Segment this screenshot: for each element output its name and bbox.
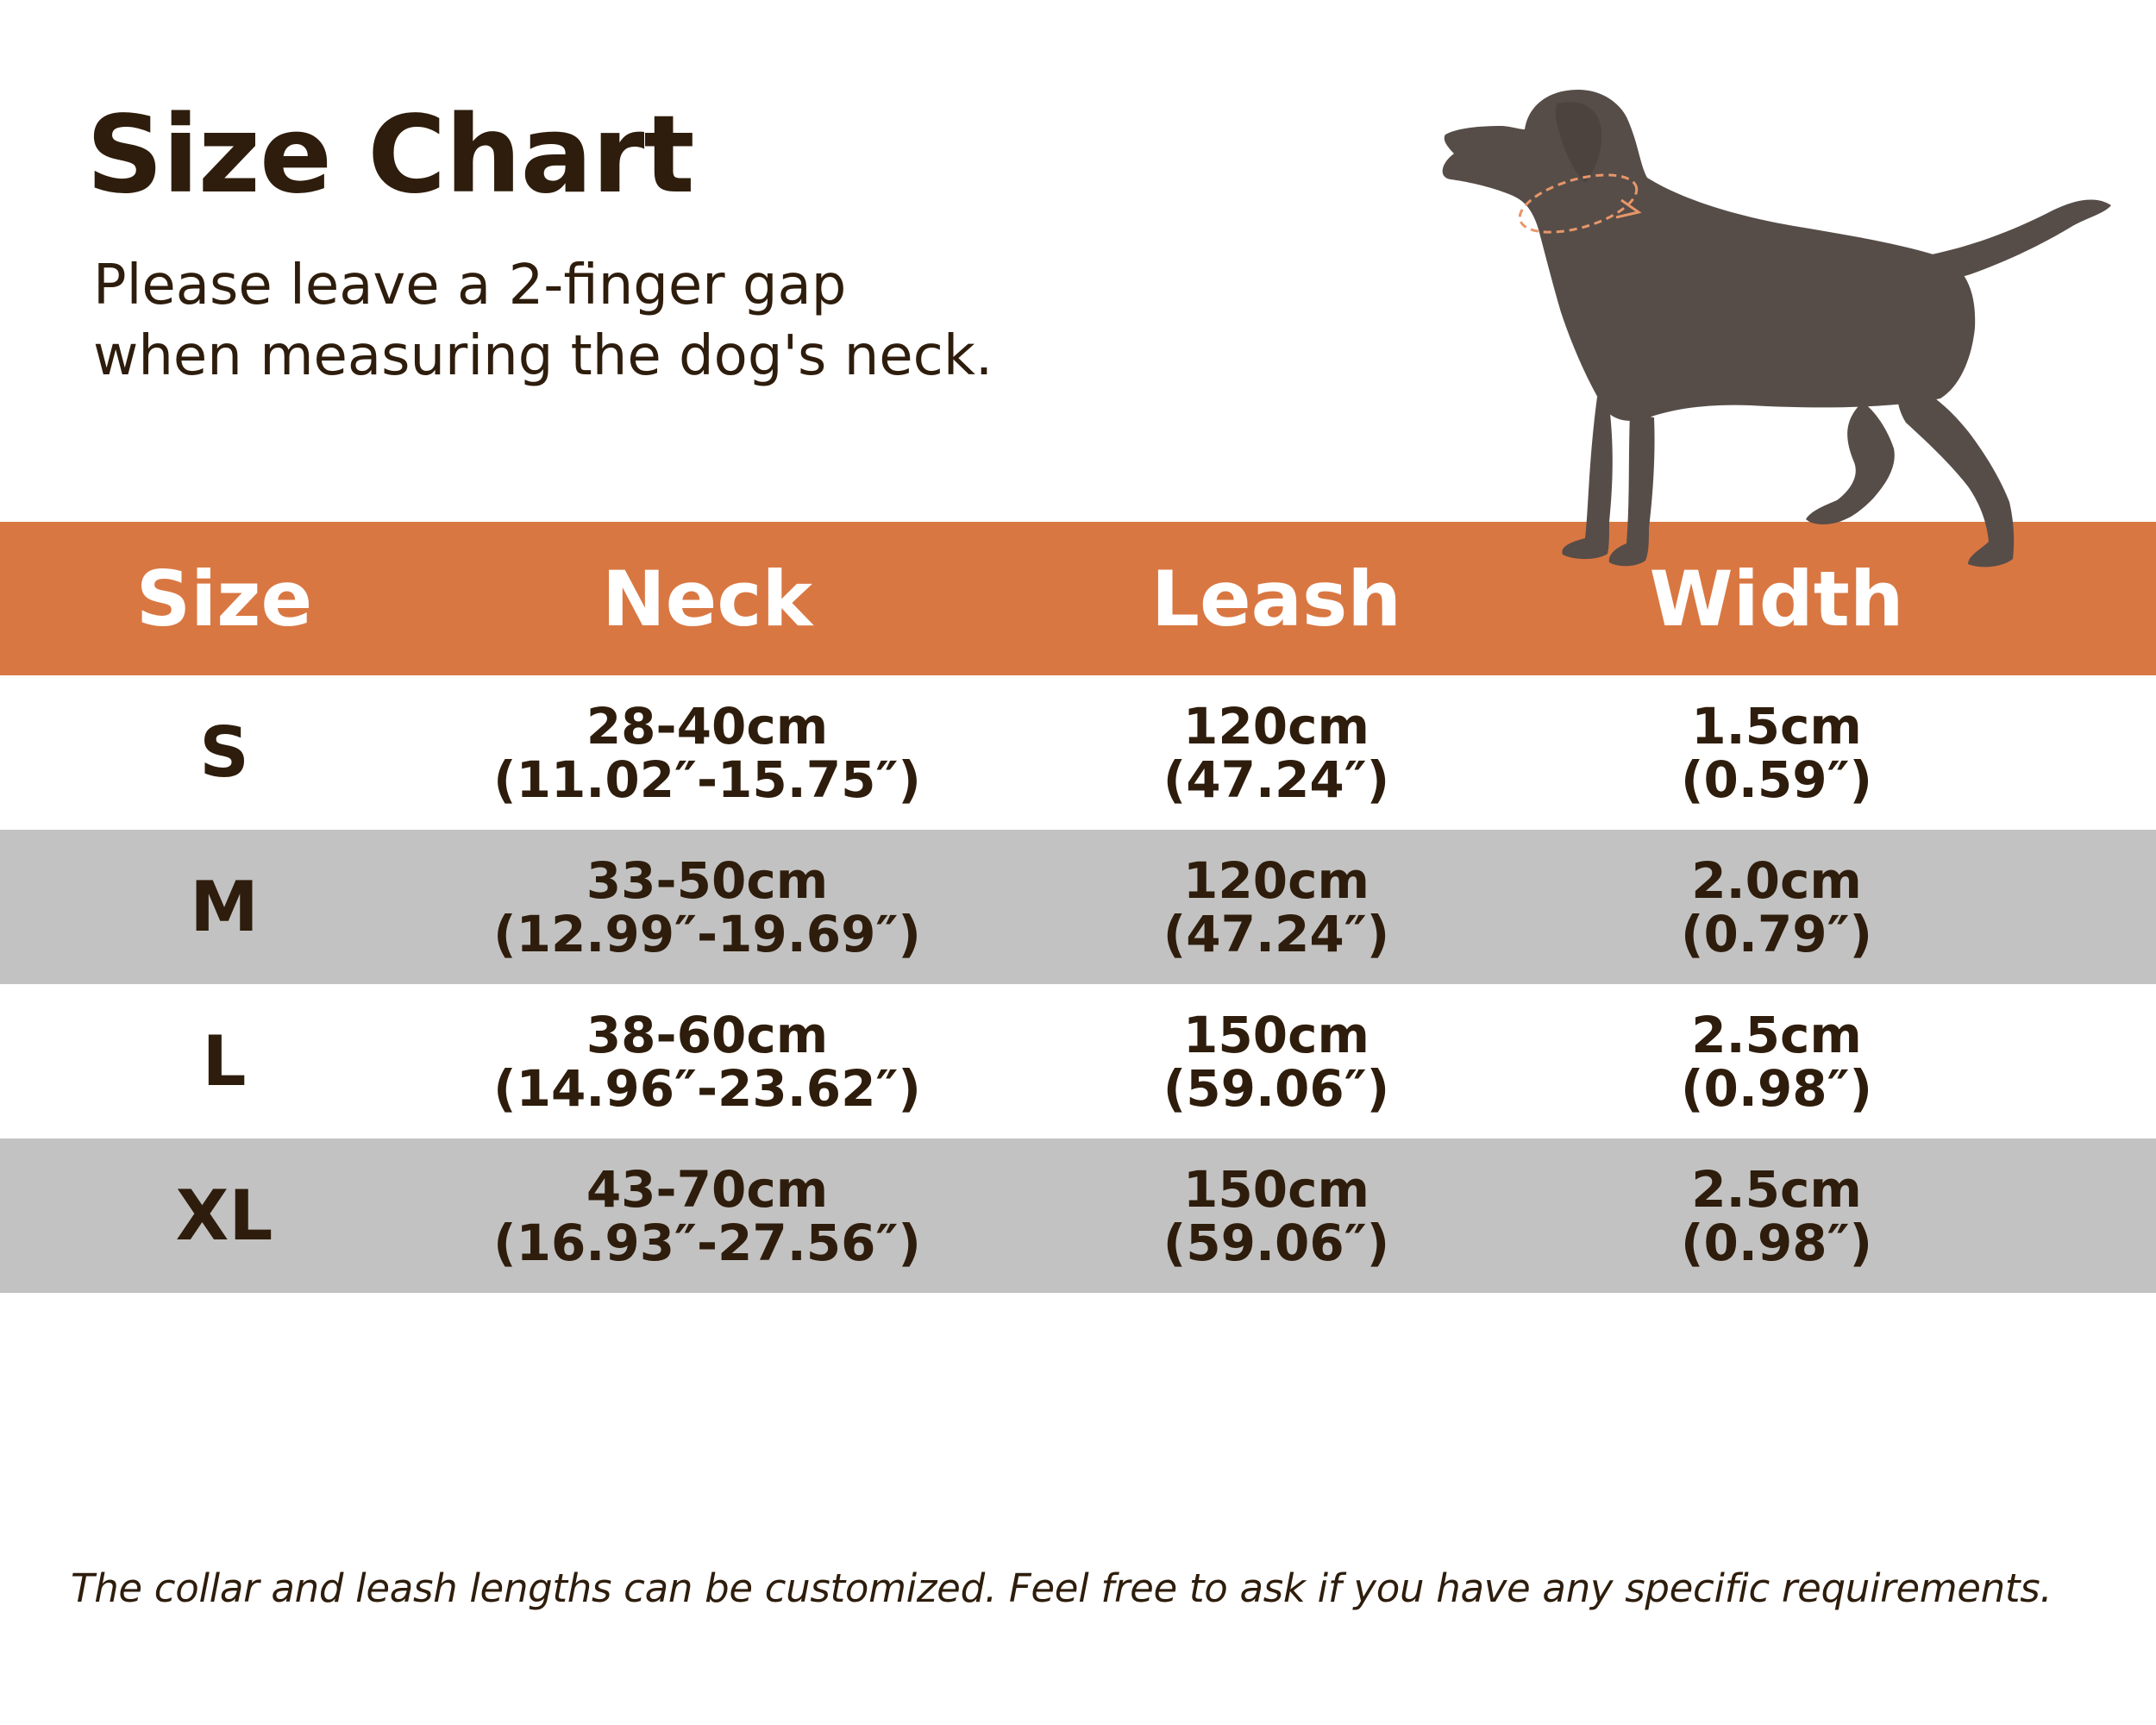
customization-note: The collar and leash lengths can be cust…	[71, 1565, 2053, 1611]
neck-in: (12.99″-19.69″)	[493, 904, 921, 963]
neck-cell: 33-50cm (12.99″-19.69″)	[448, 830, 966, 984]
size-label: XL	[175, 1175, 273, 1256]
neck-cm: 38-60cm	[586, 1005, 829, 1064]
dog-silhouette-icon	[1442, 90, 2111, 568]
header-leash: Leash	[1150, 554, 1402, 643]
leash-cell: 120cm (47.24″)	[1052, 675, 1501, 830]
size-cell: XL	[52, 1138, 397, 1293]
width-in: (0.98″)	[1680, 1058, 1873, 1118]
leash-cell: 150cm (59.06″)	[1052, 1138, 1501, 1293]
neck-cm: 43-70cm	[586, 1159, 829, 1219]
neck-cell: 28-40cm (11.02″-15.75″)	[448, 675, 966, 830]
table-row: XL 43-70cm (16.93″-27.56″) 150cm (59.06″…	[0, 1138, 2156, 1293]
size-cell: M	[52, 830, 397, 984]
size-label: S	[199, 712, 249, 793]
neck-cm: 33-50cm	[586, 850, 829, 910]
width-cell: 2.5cm (0.98″)	[1552, 1138, 2001, 1293]
neck-in: (16.93″-27.56″)	[493, 1213, 921, 1272]
width-cm: 2.5cm	[1691, 1005, 1862, 1064]
width-in: (0.79″)	[1680, 904, 1873, 963]
width-in: (0.98″)	[1680, 1213, 1873, 1272]
neck-in: (14.96″-23.62″)	[493, 1058, 921, 1118]
header-size: Size	[135, 554, 313, 643]
header-width: Width	[1649, 554, 1904, 643]
leash-cm: 150cm	[1183, 1159, 1369, 1219]
leash-in: (47.24″)	[1163, 750, 1390, 809]
size-cell: S	[52, 675, 397, 830]
width-cm: 1.5cm	[1691, 696, 1862, 756]
leash-cell: 150cm (59.06″)	[1052, 984, 1501, 1138]
neck-in: (11.02″-15.75″)	[493, 750, 921, 809]
leash-cm: 120cm	[1183, 696, 1369, 756]
width-cell: 1.5cm (0.59″)	[1552, 675, 2001, 830]
table-row: M 33-50cm (12.99″-19.69″) 120cm (47.24″)…	[0, 830, 2156, 984]
table-row: L 38-60cm (14.96″-23.62″) 150cm (59.06″)…	[0, 984, 2156, 1138]
width-cell: 2.5cm (0.98″)	[1552, 984, 2001, 1138]
neck-cell: 38-60cm (14.96″-23.62″)	[448, 984, 966, 1138]
leash-cell: 120cm (47.24″)	[1052, 830, 1501, 984]
size-label: M	[190, 866, 259, 947]
neck-measure-loop-icon	[1518, 173, 1642, 234]
table-row: S 28-40cm (11.02″-15.75″) 120cm (47.24″)…	[0, 675, 2156, 830]
width-cell: 2.0cm (0.79″)	[1552, 830, 2001, 984]
leash-in: (59.06″)	[1163, 1058, 1390, 1118]
measuring-instruction: Please leave a 2-finger gap when measuri…	[93, 250, 993, 392]
leash-cm: 150cm	[1183, 1005, 1369, 1064]
size-table: Size Neck Leash Width S 28-40cm (11.02″-…	[0, 522, 2156, 1293]
instruction-line-2: when measuring the dog's neck.	[93, 324, 993, 388]
header-neck: Neck	[601, 554, 813, 643]
width-cm: 2.0cm	[1691, 850, 1862, 910]
table-header: Size Neck Leash Width	[0, 522, 2156, 675]
size-cell: L	[52, 984, 397, 1138]
instruction-line-1: Please leave a 2-finger gap	[93, 254, 847, 317]
width-in: (0.59″)	[1680, 750, 1873, 809]
width-cm: 2.5cm	[1691, 1159, 1862, 1219]
size-label: L	[202, 1020, 247, 1101]
leash-in: (47.24″)	[1163, 904, 1390, 963]
page-title: Size Chart	[86, 93, 695, 217]
neck-cell: 43-70cm (16.93″-27.56″)	[448, 1138, 966, 1293]
dog-body	[1442, 90, 2111, 568]
neck-cm: 28-40cm	[586, 696, 829, 756]
leash-cm: 120cm	[1183, 850, 1369, 910]
leash-in: (59.06″)	[1163, 1213, 1390, 1272]
